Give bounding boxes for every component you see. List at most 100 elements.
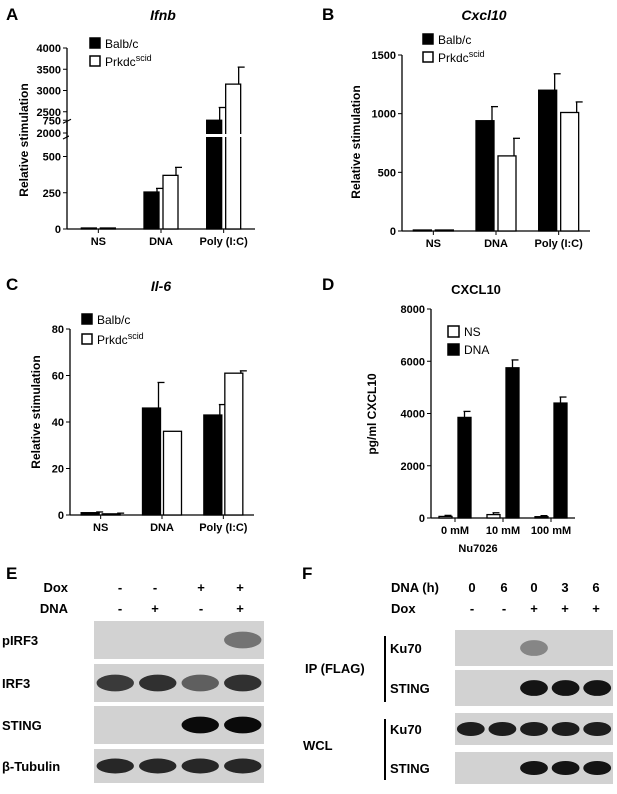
e-header-sign: + — [151, 601, 159, 616]
f-header-sign: 6 — [592, 580, 599, 595]
b-y-tick-label: 0 — [390, 226, 396, 238]
c-y-tick-label: 20 — [52, 464, 64, 476]
a-y-tick-label: 250 — [43, 188, 61, 200]
e-blot-label: β-Tubulin — [2, 759, 60, 774]
c-y-tick-label: 60 — [52, 371, 64, 383]
f-header-sign: - — [470, 601, 474, 616]
panel-f-western-blot: F DNA (h) 0 6 0 3 6 Dox - - + + + IP (FLAG) Ku70 STING… — [302, 564, 613, 784]
b-bar — [434, 229, 454, 232]
e-header-sign: - — [199, 601, 203, 616]
e-blot-band — [224, 631, 262, 649]
a-bar — [99, 227, 116, 230]
panel-a-chart: A Ifnb Relative stimulation 0 250 500 75020… — [6, 5, 257, 248]
f-blot-band — [551, 760, 580, 776]
a-break-gap — [69, 134, 257, 137]
d-legend-label: DNA — [464, 343, 489, 357]
d-bar — [486, 513, 501, 519]
c-y-tick-label: 40 — [52, 417, 64, 429]
f-blot-band — [520, 680, 548, 696]
d-legend-label: NS — [464, 325, 481, 339]
f-header-sign: 0 — [468, 580, 475, 595]
d-bar — [505, 367, 520, 519]
a-y-tick-label: 0 — [55, 224, 61, 236]
c-x-tick-label: NS — [93, 522, 108, 534]
x-axis-label-d: Nu7026 — [458, 543, 497, 555]
panel-letter-c: C — [6, 275, 18, 294]
f-blot-band — [456, 721, 485, 737]
d-x-tick-label: 0 mM — [441, 525, 469, 537]
d-bar — [457, 416, 472, 519]
d-y-tick-label: 6000 — [401, 356, 425, 368]
a-y-tick-label: 500 — [43, 152, 61, 164]
b-legend-swatch — [422, 33, 434, 45]
a-axis-break-lower — [62, 118, 72, 124]
e-blot-band — [181, 674, 219, 692]
f-blot-band — [520, 760, 548, 776]
f-header-sign: 6 — [500, 580, 507, 595]
chart-title-d: CXCL10 — [451, 282, 501, 297]
a-bar — [80, 227, 97, 230]
d-x-tick-label: 10 mM — [486, 525, 520, 537]
e-blot-band — [181, 758, 219, 774]
a-y-tick-label: 4000 — [37, 43, 61, 55]
d-bar — [553, 402, 568, 519]
e-header-sign: + — [236, 580, 244, 595]
a-legend-swatch — [89, 37, 101, 49]
d-legend-swatch — [447, 325, 460, 338]
f-blot-band — [583, 680, 612, 696]
c-legend-swatch — [81, 313, 93, 325]
a-bar — [225, 83, 242, 230]
f-header-sign: + — [592, 601, 600, 616]
a-bar — [143, 191, 160, 230]
b-y-tick-label: 1500 — [372, 50, 396, 62]
a-y-tick-label: 2500 — [37, 107, 61, 119]
a-y-tick-label: 3000 — [37, 86, 61, 98]
c-y-tick-label: 80 — [52, 324, 64, 336]
panel-c-chart: C Il-6 Relative stimulation 0 20 40 60 80 NS D… — [6, 275, 254, 534]
panel-d-chart: D CXCL10 pg/ml CXCL10 Nu7026 0 2000 4000 60… — [322, 275, 575, 555]
c-bar — [224, 372, 244, 516]
panel-letter-f: F — [302, 564, 312, 583]
a-legend-swatch — [89, 55, 101, 67]
b-y-tick-label: 500 — [378, 167, 396, 179]
f-header-label: DNA (h) — [391, 580, 439, 595]
e-header-sign: + — [236, 601, 244, 616]
a-x-tick-label: Poly (I:C) — [200, 236, 249, 248]
c-bar — [162, 430, 183, 516]
b-bar — [560, 111, 580, 232]
e-header-label: DNA — [40, 601, 69, 616]
a-legend-label: Balb/c — [105, 37, 138, 51]
f-header-sign: + — [561, 601, 569, 616]
e-blot-band — [139, 758, 177, 774]
c-legend-swatch — [81, 333, 93, 345]
y-axis-label-b: Relative stimulation — [349, 85, 363, 198]
d-y-tick-label: 4000 — [401, 409, 425, 421]
e-blot-label: IRF3 — [2, 676, 30, 691]
e-header-sign: + — [197, 580, 205, 595]
chart-title-a: Ifnb — [150, 7, 176, 23]
e-header-sign: - — [118, 601, 122, 616]
f-blot-band — [551, 680, 580, 696]
b-y-tick-label: 1000 — [372, 109, 396, 121]
e-blot-band — [139, 674, 177, 692]
d-y-tick-label: 0 — [419, 513, 425, 525]
f-blot-label: STING — [390, 761, 430, 776]
a-x-tick-label: DNA — [149, 236, 173, 248]
b-x-tick-label: Poly (I:C) — [535, 238, 584, 250]
f-blot-band — [488, 721, 517, 737]
f-blot-band — [551, 721, 580, 737]
b-bar — [412, 229, 432, 232]
a-y-tick-label: 750 — [43, 115, 61, 127]
d-bar — [534, 516, 549, 519]
c-x-tick-label: DNA — [150, 522, 174, 534]
b-x-tick-label: NS — [426, 238, 441, 250]
c-y-tick-label: 0 — [58, 510, 64, 522]
f-group-label: IP (FLAG) — [305, 661, 365, 676]
f-header-sign: 0 — [530, 580, 537, 595]
panel-letter-e: E — [6, 564, 17, 583]
y-axis-label-a: Relative stimulation — [17, 83, 31, 196]
chart-title-c: Il-6 — [151, 278, 171, 294]
f-group-label: WCL — [303, 738, 333, 753]
f-blot-band — [583, 721, 612, 737]
e-header-sign: - — [153, 580, 157, 595]
